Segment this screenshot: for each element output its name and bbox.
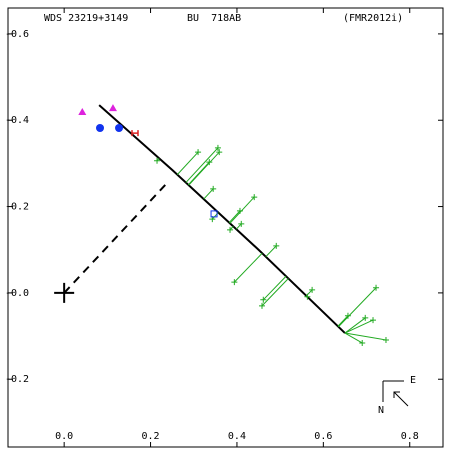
observation	[195, 149, 202, 156]
observation	[227, 226, 234, 233]
residual-line	[187, 161, 210, 186]
primary-star	[54, 282, 75, 303]
residual-line	[261, 278, 289, 307]
residual-line	[188, 151, 220, 186]
triangle-point	[78, 108, 87, 116]
residual-line	[265, 245, 277, 258]
observation	[382, 336, 389, 343]
square-point	[210, 210, 218, 218]
residual-line	[344, 332, 387, 341]
residual-line	[337, 315, 349, 327]
compass	[382, 380, 409, 407]
observation	[216, 149, 223, 156]
residual-line	[235, 223, 242, 230]
residual-line	[344, 332, 363, 344]
residual-line	[228, 210, 241, 223]
observation	[206, 159, 213, 166]
x-tick-label: 0.6	[314, 431, 332, 442]
residual-line	[185, 147, 219, 183]
x-tick-label: 0.0	[55, 431, 73, 442]
dot-point	[96, 124, 105, 133]
residual-line	[176, 151, 199, 175]
observation	[260, 296, 267, 303]
residual-line	[344, 317, 366, 334]
residual-line	[229, 226, 234, 231]
compass-arrowhead	[393, 391, 400, 398]
observation	[370, 317, 377, 324]
dot-point	[115, 124, 124, 133]
residual-line	[344, 319, 374, 334]
residual-line	[262, 275, 287, 301]
observation	[273, 242, 280, 249]
observation	[362, 314, 369, 321]
residual-line	[306, 289, 313, 297]
observation	[214, 144, 221, 151]
compass-e: E	[410, 375, 416, 386]
compass-n: N	[378, 405, 384, 416]
residual-line	[229, 196, 255, 224]
plot-frame	[7, 7, 444, 448]
observation	[236, 207, 243, 214]
residual-line	[233, 252, 263, 283]
y-tick-label: -0.2	[5, 202, 29, 213]
observation	[251, 194, 258, 201]
header-wds: WDS 23219+3149	[44, 13, 128, 24]
header-ref: (FMR2012i)	[343, 13, 403, 24]
y-tick-label: -0.2	[5, 374, 29, 385]
observation	[210, 185, 217, 192]
observation	[344, 312, 351, 319]
y-tick-label: -0.4	[5, 115, 29, 126]
y-tick-label: -0.6	[5, 29, 29, 40]
residual-line	[203, 188, 214, 200]
y-tick-label: -0.0	[5, 288, 29, 299]
x-tick-label: 0.8	[401, 431, 419, 442]
compass-arrow	[393, 391, 409, 407]
observation	[154, 157, 161, 164]
x-tick-label: 0.2	[142, 431, 160, 442]
observation	[309, 286, 316, 293]
node-line	[63, 184, 166, 294]
residual-line	[338, 287, 377, 328]
header-name: BU 718AB	[187, 13, 241, 24]
x-tick-label: 0.4	[228, 431, 246, 442]
observation	[373, 284, 380, 291]
orbit-line	[98, 104, 346, 334]
observation	[231, 279, 238, 286]
h-point	[131, 130, 139, 137]
observation	[359, 339, 366, 346]
observation	[259, 302, 266, 309]
triangle-point	[108, 104, 117, 112]
observation	[238, 220, 245, 227]
